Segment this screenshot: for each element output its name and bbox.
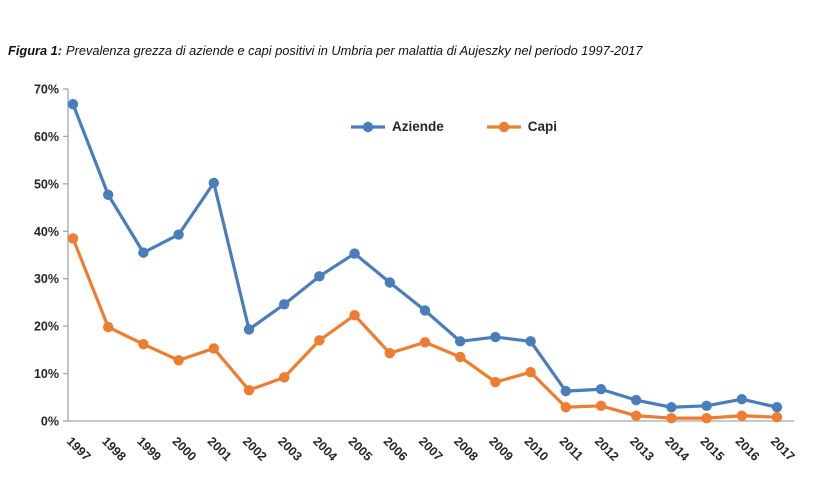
svg-text:2011: 2011 (557, 434, 586, 463)
line-chart: 0%10%20%30%40%50%60%70%1997 1998 1999 2000 2… (34, 83, 798, 464)
svg-text:2004: 2004 (310, 434, 340, 464)
svg-text:50%: 50% (34, 177, 59, 191)
svg-text:60%: 60% (34, 130, 59, 144)
legend-marker-icon-capi (486, 121, 521, 132)
svg-text:2010: 2010 (521, 434, 551, 464)
svg-text:2005: 2005 (345, 434, 375, 464)
svg-text:2015: 2015 (697, 434, 727, 464)
svg-text:2013: 2013 (627, 434, 657, 464)
svg-text:2003: 2003 (275, 434, 305, 464)
svg-text:2007: 2007 (416, 434, 446, 464)
svg-text:10%: 10% (34, 367, 59, 381)
svg-text:2017: 2017 (768, 434, 798, 464)
legend-label-capi: Capi (527, 119, 558, 134)
svg-text:0%: 0% (41, 415, 59, 429)
legend-item-capi: Capi (486, 119, 557, 134)
figure-caption: Figura 1: Prevalenza grezza di aziende e … (8, 43, 798, 58)
legend-label-aziende: Aziende (392, 119, 444, 134)
svg-text:2001: 2001 (205, 434, 235, 464)
svg-text:2012: 2012 (592, 434, 622, 464)
legend-marker-icon-aziende (351, 121, 385, 132)
figure-caption-text: Prevalenza grezza di aziende e capi posi… (66, 43, 643, 58)
svg-text:2014: 2014 (662, 434, 692, 464)
svg-text:20%: 20% (34, 320, 59, 334)
svg-text:2006: 2006 (381, 434, 411, 464)
figure-caption-prefix: Figura 1: (8, 43, 63, 58)
chart-legend: Aziende Capi (350, 119, 557, 134)
legend-item-aziende: Aziende (350, 119, 444, 134)
svg-text:30%: 30% (34, 272, 59, 286)
svg-text:2008: 2008 (451, 434, 481, 464)
svg-text:1997: 1997 (64, 434, 94, 464)
svg-text:2002: 2002 (240, 434, 270, 464)
svg-text:1999: 1999 (134, 434, 164, 464)
svg-text:2016: 2016 (733, 434, 763, 464)
svg-text:70%: 70% (34, 83, 59, 97)
svg-text:40%: 40% (34, 225, 59, 239)
svg-text:2009: 2009 (486, 434, 516, 464)
svg-text:2000: 2000 (169, 434, 199, 464)
svg-text:1998: 1998 (99, 434, 129, 464)
